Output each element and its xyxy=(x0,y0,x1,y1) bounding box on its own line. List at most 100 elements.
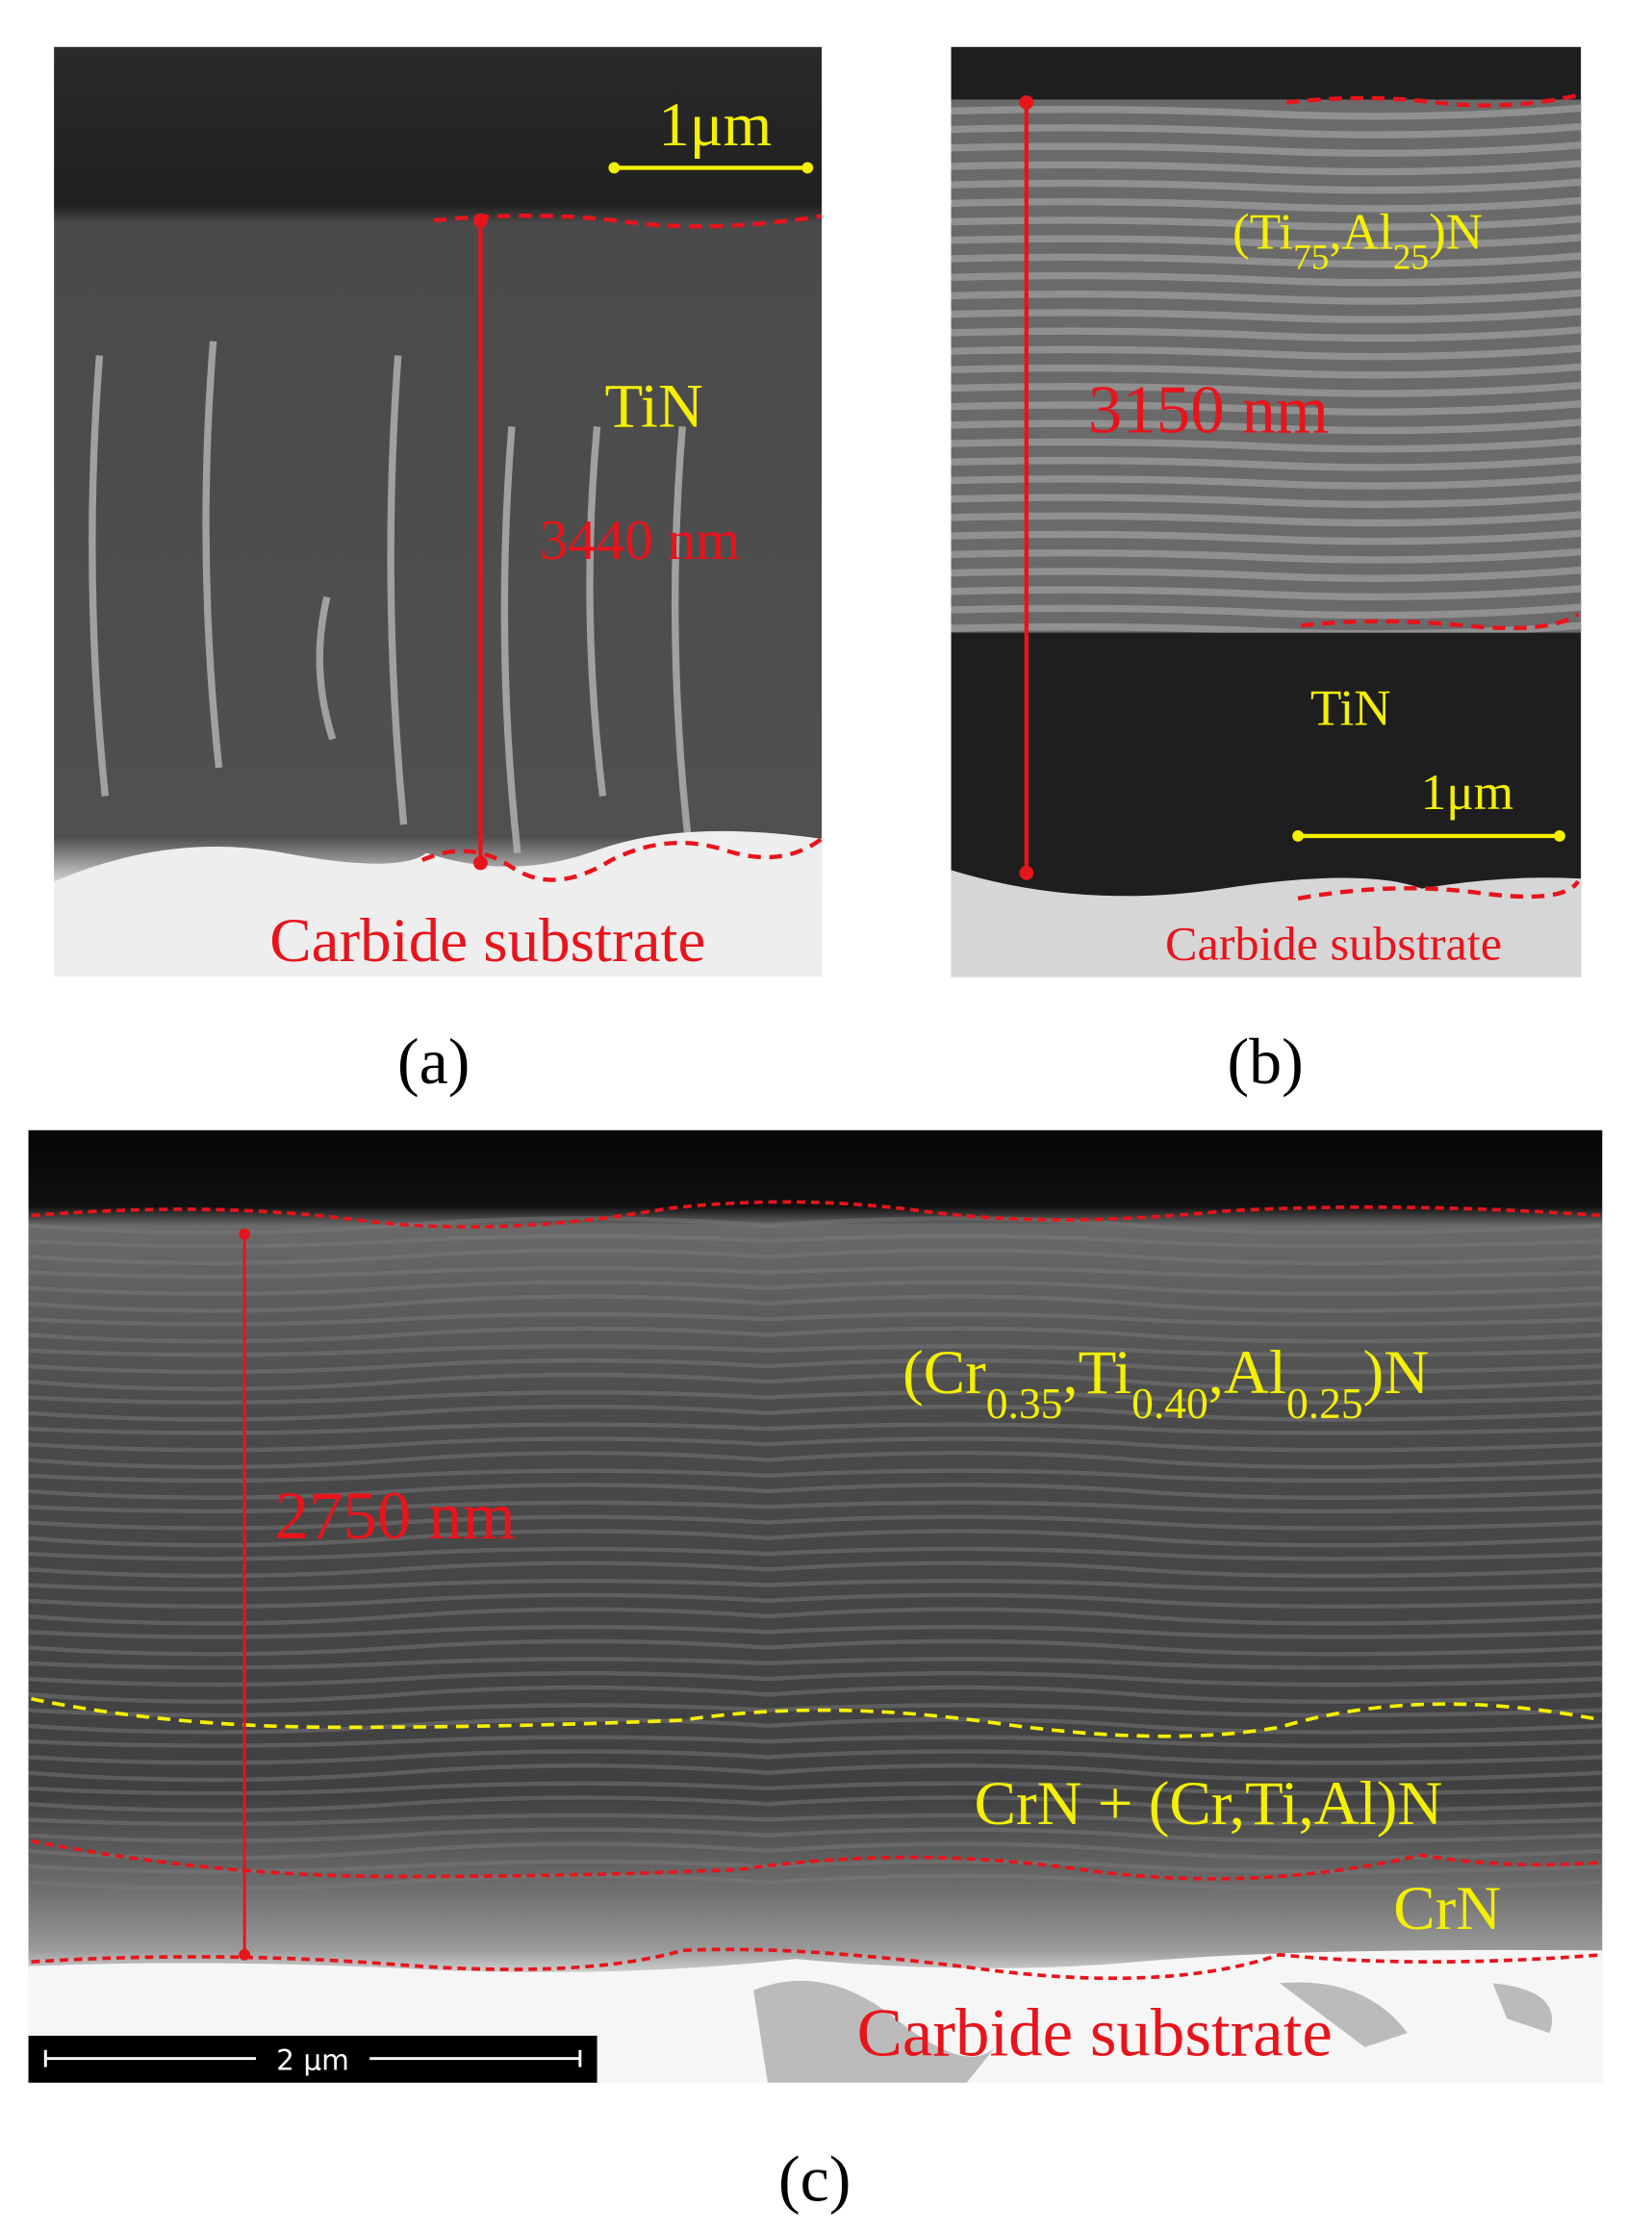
texture xyxy=(28,1500,1603,1513)
texture xyxy=(28,1436,1603,1453)
caption: (b) xyxy=(1227,1025,1303,1098)
endpoint xyxy=(239,1228,251,1240)
texture xyxy=(202,341,223,769)
substrate-region xyxy=(951,870,1582,977)
scale-label: 1μm xyxy=(1421,764,1513,821)
texture xyxy=(951,104,1582,120)
endpoint xyxy=(1019,865,1034,880)
texture xyxy=(28,1265,1603,1280)
boundary xyxy=(1300,612,1580,631)
boundary xyxy=(31,1697,1603,1738)
texture xyxy=(28,1483,1603,1500)
text-part: )N xyxy=(1363,1338,1430,1408)
caption: (a) xyxy=(397,1025,470,1098)
texture xyxy=(951,493,1582,508)
texture xyxy=(28,1294,1603,1313)
boundary xyxy=(1297,879,1581,901)
texture xyxy=(951,196,1582,213)
texture xyxy=(28,1578,1603,1592)
texture xyxy=(951,344,1582,361)
stripes xyxy=(28,1216,1603,1891)
substrate-region xyxy=(54,830,823,977)
texture xyxy=(28,1546,1603,1561)
texture xyxy=(951,160,1582,176)
texture xyxy=(951,141,1582,158)
columns xyxy=(89,341,692,853)
boundary xyxy=(1286,92,1579,108)
texture xyxy=(28,1685,1603,1704)
texture xyxy=(951,455,1582,471)
caption: (c) xyxy=(778,2142,851,2215)
layer-label: CrN xyxy=(1393,1874,1501,1943)
endpoint xyxy=(1019,95,1034,110)
micrograph xyxy=(54,46,823,977)
texture xyxy=(951,437,1582,453)
texture xyxy=(951,529,1582,545)
boundary xyxy=(31,1947,1603,1981)
texture xyxy=(28,1560,1603,1579)
texture xyxy=(28,1344,1603,1357)
texture xyxy=(28,1657,1603,1670)
layer-label: CrN + (Cr,Ti,Al)N xyxy=(975,1769,1443,1839)
texture xyxy=(671,426,692,840)
texture xyxy=(951,122,1582,139)
texture xyxy=(28,1404,1603,1422)
endpoint xyxy=(473,855,488,871)
texture xyxy=(89,355,110,797)
subscript: 0.40 xyxy=(1131,1379,1208,1428)
texture xyxy=(28,1763,1603,1783)
texture xyxy=(951,289,1582,305)
panel-c: (Cr0.35,Ti0.40,Al0.25)N 2750 nm CrN + (C… xyxy=(28,1129,1603,2215)
texture xyxy=(951,326,1582,342)
texture xyxy=(951,603,1582,620)
scale-bar-end xyxy=(801,162,814,174)
texture xyxy=(28,1422,1603,1435)
scale-label-bg xyxy=(255,2043,370,2076)
texture xyxy=(28,1873,1603,1891)
texture xyxy=(28,1827,1603,1843)
texture xyxy=(951,307,1582,323)
scale-label: 2 μm xyxy=(276,2043,349,2076)
texture xyxy=(28,1781,1603,1796)
texture xyxy=(28,1717,1603,1735)
texture xyxy=(951,252,1582,268)
substrate-label: Carbide substrate xyxy=(269,906,705,976)
scale-bar-end xyxy=(608,162,621,174)
thickness-label: 3440 nm xyxy=(540,508,741,571)
subscript: 25 xyxy=(1393,238,1429,277)
texture xyxy=(28,1624,1603,1639)
layer-label: TiN xyxy=(604,371,702,441)
text-part: )N xyxy=(1429,204,1483,261)
texture xyxy=(28,1514,1603,1531)
texture xyxy=(951,547,1582,564)
texture xyxy=(28,1607,1603,1626)
subscript: 0.25 xyxy=(1286,1379,1363,1428)
text-part: ,Al xyxy=(1208,1338,1286,1408)
texture xyxy=(951,270,1582,287)
text-part: (Cr xyxy=(902,1338,986,1408)
boundary xyxy=(420,837,824,882)
texture xyxy=(951,234,1582,250)
texture xyxy=(28,1529,1603,1548)
texture xyxy=(28,1216,1603,1235)
texture xyxy=(951,418,1582,435)
texture xyxy=(951,381,1582,397)
texture xyxy=(28,1795,1603,1814)
grain xyxy=(753,1980,1553,2083)
texture xyxy=(951,178,1582,194)
layer-label: (Cr0.35,Ti0.40,Al0.25)N xyxy=(902,1338,1429,1428)
texture xyxy=(28,1280,1603,1296)
thickness-label: 2750 nm xyxy=(275,1479,516,1554)
texture xyxy=(387,355,408,825)
texture xyxy=(28,1372,1603,1391)
stripes xyxy=(951,104,1582,633)
texture xyxy=(28,1671,1603,1687)
texture xyxy=(951,363,1582,379)
scale-bar-end xyxy=(1292,829,1304,842)
boundary xyxy=(433,214,823,229)
scale-bar-end xyxy=(1554,829,1565,842)
layer-label: TiN xyxy=(1310,680,1391,737)
texture xyxy=(951,621,1582,633)
